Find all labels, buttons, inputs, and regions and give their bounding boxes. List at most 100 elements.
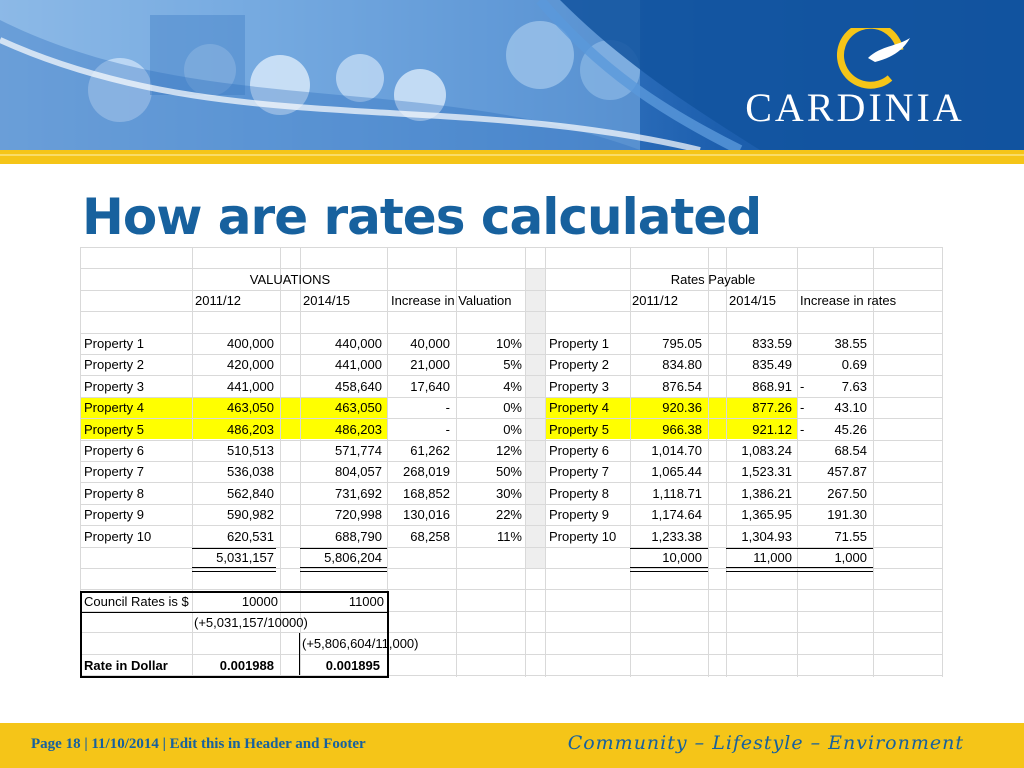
valuation-2011: 486,203: [227, 421, 274, 437]
rates-2014: 1,523.31: [741, 464, 792, 480]
total-dbl-r2011: [630, 567, 708, 572]
valuation-increase: 168,852: [403, 485, 450, 501]
gridline-horizontal: [80, 247, 942, 248]
valuation-increase: 130,016: [403, 507, 450, 523]
valuation-increase: 268,019: [403, 464, 450, 480]
total-line-r2014: [726, 548, 797, 549]
rates-property-name: Property 10: [549, 528, 617, 544]
rates-property-name: Property 1: [549, 336, 609, 351]
valuation-2014: 804,057: [335, 464, 382, 480]
gridline-vertical: [873, 247, 874, 677]
council-rates-2011: 10000: [241, 594, 278, 609]
rates-increase: 0.69: [841, 357, 867, 373]
rates-col-increase: Increase in rates: [800, 293, 897, 308]
rates-property-name: Property 3: [549, 378, 609, 394]
rates-heading: Rates Payable: [670, 272, 756, 287]
rates-2011: 1,014.70: [651, 443, 702, 458]
valuation-2014: 688,790: [335, 528, 382, 544]
gridline-horizontal: [80, 632, 942, 634]
valuation-increase-percent: 50%: [495, 464, 522, 480]
rates-increase: 43.10: [834, 400, 867, 416]
rates-increase: 457.87: [827, 464, 867, 480]
total-line-r2011: [630, 548, 708, 549]
valuation-increase-percent: 4%: [503, 378, 522, 394]
rate-in-dollar-2011: 0.001988: [219, 658, 274, 673]
valuation-2011: 536,038: [227, 464, 274, 480]
footer-bar: Page 18 | 11/10/2014 | Edit this in Head…: [0, 723, 1024, 768]
rates-2014: 921.12: [752, 421, 792, 437]
valuation-2014: 720,998: [335, 507, 382, 523]
rates-property-name: Property 8: [549, 485, 609, 501]
rates-2014: 1,304.93: [741, 528, 792, 544]
rates-2011: 876.54: [662, 378, 702, 394]
valuation-2011: 562,840: [227, 485, 274, 501]
valuation-2014: 440,000: [335, 336, 382, 351]
valuation-property-name: Property 7: [84, 464, 144, 480]
valuation-increase-percent: 0%: [503, 400, 522, 416]
gridline-horizontal: [80, 418, 942, 420]
valuation-property-name: Property 2: [84, 357, 144, 373]
total-line-v2011: [192, 548, 276, 549]
header-divider: [0, 150, 1024, 164]
rate-in-dollar-2014: 0.001895: [325, 658, 380, 673]
rates-2011: 834.80: [662, 357, 702, 373]
rates-increase: 68.54: [834, 443, 867, 458]
rates-increase: 7.63: [841, 378, 867, 394]
rates-increase-sign: -: [800, 400, 805, 416]
valuation-increase: 40,000: [410, 336, 450, 351]
rates-col-2011: 2011/12: [632, 293, 679, 308]
valuation-2011: 441,000: [227, 378, 274, 394]
gridline-horizontal: [80, 589, 942, 591]
rates-2014: 833.59: [752, 336, 792, 351]
valuation-increase: 21,000: [410, 357, 450, 373]
rates-increase-sign: -: [800, 421, 805, 437]
valuation-property-name: Property 9: [84, 507, 144, 523]
valuation-2014: 463,050: [335, 400, 382, 416]
gridline-horizontal: [80, 675, 942, 676]
rate-calculation-box: [80, 591, 389, 678]
valuation-increase-percent: 11%: [496, 528, 522, 544]
valuation-2014: 486,203: [335, 421, 382, 437]
gridline-vertical: [630, 247, 631, 677]
valuation-increase: -: [445, 421, 450, 437]
gridline-horizontal: [80, 525, 942, 527]
gridline-horizontal: [80, 568, 942, 569]
rates-2014: 1,386.21: [741, 485, 792, 501]
valuation-2011: 620,531: [227, 528, 274, 544]
council-rates-2014: 11000: [348, 594, 384, 609]
footer-page-info: Page 18 | 11/10/2014 | Edit this in Head…: [31, 736, 366, 752]
rates-total-2011: 10,000: [662, 550, 702, 565]
rates-2011: 1,118.71: [652, 485, 702, 501]
rates-total-2014: 11,000: [753, 550, 792, 565]
gridline-vertical: [456, 247, 457, 677]
rates-property-name: Property 6: [549, 443, 609, 458]
rates-property-name: Property 9: [549, 507, 609, 523]
gridline-vertical: [545, 247, 546, 677]
total-dbl-v2011: [192, 567, 276, 572]
valuation-total-2011: 5,031,157: [216, 550, 274, 565]
gridline-vertical: [387, 247, 388, 677]
rates-2014: 1,365.95: [741, 507, 792, 523]
valuation-increase-percent: 12%: [495, 443, 522, 458]
valuation-property-name: Property 5: [84, 421, 144, 437]
rates-2011: 1,233.38: [651, 528, 702, 544]
gridline-vertical: [942, 247, 943, 677]
gridline-vertical: [797, 247, 798, 677]
valuation-2014: 571,774: [335, 443, 382, 458]
valuation-increase: 17,640: [410, 378, 450, 394]
valuation-property-name: Property 3: [84, 378, 144, 394]
gridline-vertical: [80, 247, 81, 677]
rates-2011: 966.38: [662, 421, 702, 437]
rates-2011: 795.05: [662, 336, 702, 351]
rates-increase: 71.55: [834, 528, 867, 544]
rates-increase: 45.26: [834, 421, 867, 437]
valuation-property-name: Property 6: [84, 443, 144, 458]
gridline-vertical: [300, 247, 301, 677]
gridline-horizontal: [80, 396, 942, 398]
valuation-property-name: Property 10: [84, 528, 152, 544]
gridline-horizontal: [80, 268, 942, 270]
gridline-vertical: [280, 247, 281, 677]
gridline-horizontal: [80, 332, 942, 334]
formula-2011: (+5,031,157/10000): [194, 615, 308, 630]
rates-col-2014: 2014/15: [729, 293, 776, 308]
